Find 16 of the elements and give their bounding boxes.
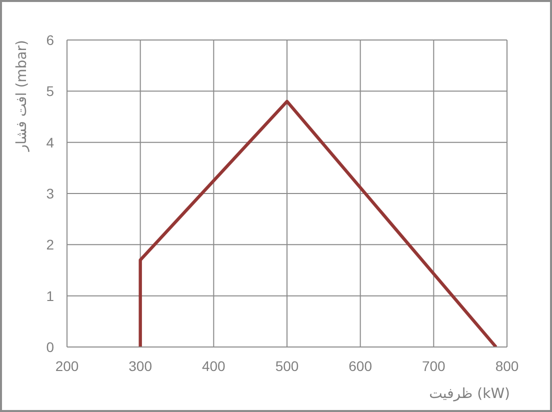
x-tick-label: 300 xyxy=(128,358,152,374)
x-tick-label: 600 xyxy=(348,358,372,374)
x-tick-label: 800 xyxy=(495,358,519,374)
y-tick-label: 2 xyxy=(46,236,54,253)
x-axis-title: ظرفیت (kW) xyxy=(429,386,510,402)
y-tick-label: 1 xyxy=(46,288,54,304)
y-axis-title: افت فشار (mbar) xyxy=(14,40,30,152)
x-tick-label: 700 xyxy=(422,358,446,374)
x-tick-label: 500 xyxy=(275,358,299,374)
y-tick-label: 4 xyxy=(46,134,54,150)
x-tick-label: 200 xyxy=(55,358,79,374)
y-tick-label: 0 xyxy=(46,338,54,355)
y-tick-label: 6 xyxy=(46,32,54,48)
y-tick-label: 3 xyxy=(46,185,54,202)
x-tick-label: 400 xyxy=(202,358,226,374)
y-tick-label: 5 xyxy=(46,83,54,100)
